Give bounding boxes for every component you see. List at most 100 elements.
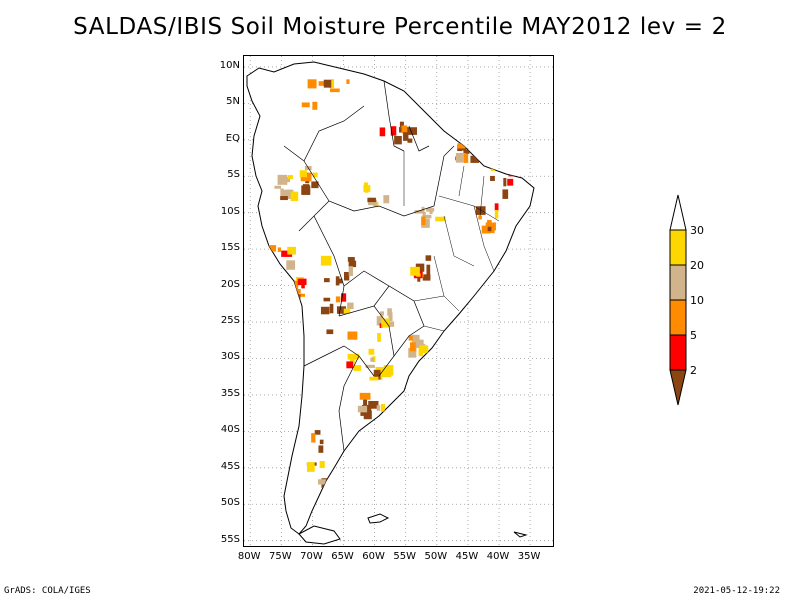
shading-cell — [286, 260, 296, 270]
shading-cell — [388, 312, 393, 322]
tierra-del-fuego — [298, 525, 341, 545]
shading-cell — [286, 177, 291, 183]
shading-cell — [301, 102, 310, 108]
shading-cell — [299, 170, 307, 178]
shading-cell — [353, 365, 362, 371]
shading-cell — [343, 308, 351, 314]
shading-cell — [357, 405, 368, 413]
shading-cell — [401, 125, 408, 134]
shading-cell — [415, 263, 425, 272]
shading-cell — [368, 400, 379, 409]
lat-label-20S: 20S — [220, 278, 240, 290]
shading-cell — [494, 203, 499, 211]
shading-cell — [406, 127, 418, 135]
shading-cell — [277, 174, 288, 185]
shading-cell — [507, 166, 515, 171]
shading-cell — [502, 189, 509, 199]
shading-cell — [485, 222, 496, 231]
shading-cell — [335, 276, 340, 286]
shading-cell — [470, 155, 479, 163]
colorbar-label-20: 20 — [690, 259, 704, 272]
shading-cell — [408, 335, 413, 341]
shading-cell — [503, 177, 507, 187]
south-america-landmass — [246, 61, 535, 545]
shading-cell — [487, 226, 492, 232]
shading-cell — [329, 88, 340, 93]
shading-cell — [368, 348, 375, 355]
shading-cell — [426, 264, 431, 275]
lat-label-10S: 10S — [220, 205, 240, 217]
shading-cell — [348, 260, 357, 268]
shading-cell — [312, 172, 318, 178]
shading-cell — [373, 369, 381, 380]
shading-cell — [280, 188, 284, 197]
shading-cell — [319, 439, 324, 445]
shading-cell — [328, 81, 335, 89]
shading-cell — [414, 339, 424, 348]
shading-cell — [281, 250, 293, 257]
footer-credit: GrADS: COLA/IGES — [4, 586, 91, 596]
shading-cell — [365, 364, 375, 368]
shading-cell — [320, 255, 332, 266]
colorbar-5-10-box — [669, 299, 687, 336]
shading-cell — [380, 404, 386, 412]
shading-cell — [490, 175, 495, 181]
shading-cell — [301, 284, 305, 289]
shading-cell — [266, 267, 274, 272]
shading-cell — [377, 333, 381, 342]
lon-label-40W: 40W — [486, 551, 510, 562]
colorbar-above-30-triangle — [669, 194, 687, 231]
brazil-state-borders — [403, 151, 500, 332]
colorbar-2-5-box — [669, 334, 687, 371]
shading-cell — [421, 216, 426, 226]
shading-cell — [408, 347, 417, 358]
shading-cell — [274, 185, 282, 189]
colorbar-10-20-box — [669, 264, 687, 301]
shading-cell — [311, 433, 316, 443]
shading-cell — [297, 278, 307, 286]
shading-cell — [340, 293, 347, 302]
lon-label-50W: 50W — [424, 551, 448, 562]
shading-cell — [407, 138, 413, 143]
lat-label-10N: 10N — [219, 59, 240, 71]
shading-cell — [294, 280, 299, 290]
shading-cell — [383, 365, 394, 375]
shading-cell — [380, 311, 384, 316]
lat-label-30S: 30S — [220, 351, 240, 363]
shading-cell — [363, 410, 372, 420]
shading-cell — [287, 246, 296, 255]
shading-cell — [417, 276, 421, 282]
shading-cell — [346, 79, 350, 84]
shading-cell — [347, 353, 353, 360]
south-georgia — [513, 531, 528, 538]
shading-cell — [267, 258, 275, 266]
lat-label-40S: 40S — [220, 424, 240, 436]
shading-cell — [370, 357, 375, 362]
shading-cell — [330, 79, 335, 84]
shading-cell — [373, 199, 377, 207]
shading-cell — [464, 153, 469, 163]
shading-cell — [385, 321, 395, 327]
shading-cell — [403, 132, 409, 141]
shading-cell — [503, 165, 510, 172]
shading-cell — [379, 127, 386, 137]
shading-cell — [265, 249, 272, 255]
shading-cell — [347, 302, 354, 310]
shading-cell — [457, 143, 466, 149]
shading-cell — [318, 445, 324, 453]
shading-cell — [323, 297, 331, 302]
shading-cell — [301, 185, 311, 195]
shading-cell — [307, 79, 317, 89]
shading-cell — [435, 216, 446, 222]
colorbar-label-5: 5 — [690, 329, 697, 342]
shading-cell — [410, 342, 416, 352]
shading-cell — [387, 308, 392, 316]
footer-timestamp: 2021-05-12-19:22 — [693, 586, 780, 596]
colorbar — [669, 194, 687, 406]
chart-title: SALDAS/IBIS Soil Moisture Percentile MAY… — [73, 14, 727, 40]
shading-cell — [367, 197, 376, 203]
shading-cell — [363, 399, 368, 409]
country-border-lines — [283, 80, 455, 452]
shading-cell — [381, 318, 390, 328]
shading-cell — [419, 345, 429, 354]
